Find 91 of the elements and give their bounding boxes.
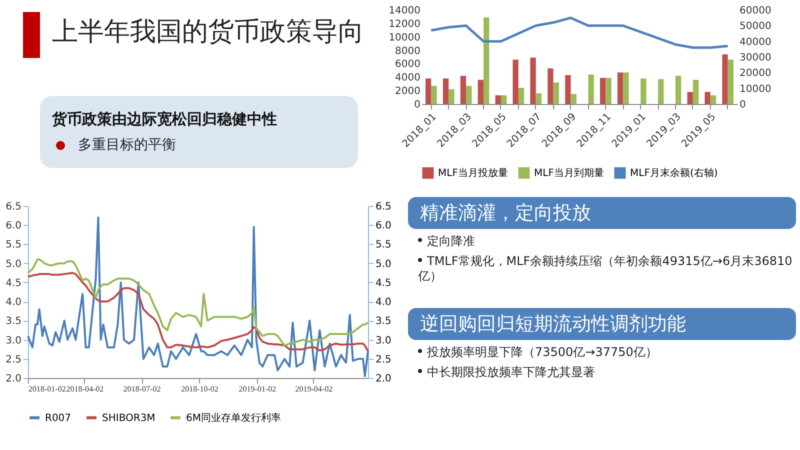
- y2-tick-label: 3.5: [376, 316, 392, 328]
- x-tick-label: 2018-01-02: [28, 384, 66, 394]
- y-tick-label: 8000: [395, 46, 420, 57]
- bar: [518, 88, 524, 104]
- bar: [478, 80, 484, 104]
- bar: [687, 92, 693, 104]
- bar: [588, 74, 594, 104]
- y-tick-label: 6.0: [6, 220, 22, 232]
- y2-tick-label: 20000: [740, 68, 772, 80]
- bar: [640, 78, 646, 104]
- y-tick-label: 4000: [395, 72, 420, 84]
- text: 定向降准: [426, 234, 476, 249]
- bar: [617, 72, 624, 104]
- bar: [692, 80, 699, 104]
- y-tick-label: 5.5: [6, 240, 22, 251]
- bar: [484, 17, 490, 104]
- legend-label: MLF当月投放量: [438, 167, 508, 179]
- y-tick-label: 6.5: [6, 202, 22, 212]
- bar: [500, 95, 507, 104]
- bar: [442, 78, 449, 104]
- text: 多重目标的平衡: [78, 136, 176, 154]
- y2-tick-label: 50000: [740, 21, 772, 32]
- bar: [495, 95, 501, 104]
- bar: [425, 78, 432, 104]
- y-tick-label: 2.5: [6, 354, 22, 366]
- y2-tick-label: 6.5: [376, 202, 392, 212]
- bar: [466, 86, 472, 104]
- y-tick-label: 5.0: [6, 258, 22, 270]
- bar: [728, 60, 734, 104]
- y-tick-label: 0: [414, 100, 420, 110]
- y2-tick-label: 4.5: [376, 278, 392, 289]
- text: 投放频率明显下降（73500亿→37750亿）: [426, 345, 658, 360]
- y2-tick-label: 6.0: [376, 220, 392, 232]
- bar: [623, 72, 629, 104]
- x-tick-label: 2019-01-02: [238, 384, 276, 394]
- y-tick-label: 4.5: [6, 278, 22, 289]
- y2-tick-label: 0: [740, 100, 746, 110]
- text: 中长期限投放频率下降尤其显著: [426, 365, 596, 380]
- bar: [675, 76, 682, 104]
- y2-tick-label: 2.5: [376, 354, 392, 366]
- y-tick-label: 6000: [395, 59, 420, 70]
- text: 逆回购回归短期流动性调剂功能: [408, 308, 796, 340]
- y2-tick-label: 3.0: [376, 335, 392, 346]
- bar: [710, 95, 716, 104]
- legend-label: R007: [45, 412, 72, 424]
- line-series: [27, 272, 369, 352]
- bar: [553, 82, 559, 104]
- x-tick-label: 2018-10-02: [181, 384, 218, 394]
- bar: [460, 76, 466, 104]
- text: 货币政策由边际宽松回归稳健中性: [52, 110, 277, 129]
- y2-tick-label: 5.0: [376, 258, 392, 270]
- line-series: [27, 258, 369, 347]
- x-tick-label: 2018-04-02: [66, 384, 104, 394]
- bar: [722, 54, 728, 104]
- bar: [512, 60, 518, 104]
- bar: [530, 58, 536, 104]
- bar: [548, 68, 554, 104]
- y2-tick-label: 4.0: [376, 297, 392, 308]
- line-series: [430, 16, 730, 49]
- bar: [431, 86, 437, 104]
- legend-label: MLF月末余额(右轴): [630, 167, 718, 179]
- y2-tick-label: 5.5: [376, 240, 392, 251]
- y-tick-label: 10000: [388, 32, 420, 44]
- bar: [600, 78, 606, 104]
- bar: [658, 79, 664, 104]
- bar: [565, 75, 571, 104]
- y2-tick-label: 2.0: [376, 374, 392, 384]
- text: TMLF常规化，MLF余额持续压缩（年初余额49315亿→6月末36810亿）: [418, 254, 794, 284]
- bar: [704, 92, 710, 104]
- y-tick-label: 14000: [388, 6, 420, 16]
- legend-label: MLF当月到期量: [534, 167, 604, 179]
- legend-label: SHIBOR3M: [102, 412, 156, 424]
- legend-label: 6M同业存单发行利率: [186, 412, 281, 424]
- y-tick-label: 2000: [395, 86, 420, 98]
- text: 精准滴灌，定向投放: [408, 197, 796, 229]
- y-tick-label: 3.5: [6, 316, 22, 328]
- bar: [448, 89, 454, 104]
- y-tick-label: 3.0: [6, 335, 22, 346]
- y2-tick-label: 30000: [740, 52, 772, 64]
- y-tick-label: 12000: [388, 18, 420, 30]
- y2-tick-label: 60000: [740, 6, 772, 16]
- x-tick-label: 2019-04-02: [295, 384, 333, 394]
- bar: [536, 93, 542, 104]
- y2-tick-label: 10000: [740, 84, 772, 95]
- bar: [606, 78, 612, 104]
- bar: [570, 94, 576, 104]
- y2-tick-label: 40000: [740, 36, 772, 48]
- y-tick-label: 4.0: [6, 297, 22, 308]
- text: 上半年我国的货币政策导向: [52, 16, 364, 49]
- x-tick-label: 2018-07-02: [123, 384, 161, 394]
- y-tick-label: 2.0: [6, 374, 22, 384]
